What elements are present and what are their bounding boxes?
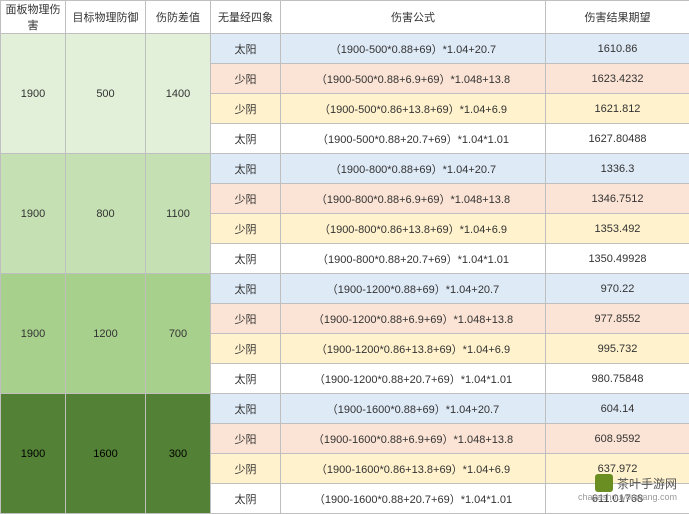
table-row: 19005001400太阳（1900-500*0.88+69）*1.04+20.… [1, 34, 689, 64]
cell-result: 1623.4232 [546, 64, 689, 94]
cell-phase: 太阴 [211, 124, 281, 154]
header-panel-damage: 面板物理伤害 [1, 1, 66, 34]
table-row: 19001200700太阳（1900-1200*0.88+69）*1.04+20… [1, 274, 689, 304]
cell-formula: （1900-800*0.88+69）*1.04+20.7 [281, 154, 546, 184]
cell-formula: （1900-1200*0.88+20.7+69）*1.04*1.01 [281, 364, 546, 394]
cell-result: 1353.492 [546, 214, 689, 244]
cell-result: 995.732 [546, 334, 689, 364]
cell-result: 970.22 [546, 274, 689, 304]
cell-formula: （1900-1200*0.88+69）*1.04+20.7 [281, 274, 546, 304]
watermark-text: 茶叶手游网 [617, 475, 677, 492]
cell-formula: （1900-500*0.88+20.7+69）*1.04*1.01 [281, 124, 546, 154]
cell-formula: （1900-1600*0.86+13.8+69）*1.04+6.9 [281, 454, 546, 484]
cell-result: 1336.3 [546, 154, 689, 184]
header-diff: 伤防差值 [146, 1, 211, 34]
cell-phase: 太阳 [211, 34, 281, 64]
cell-formula: （1900-800*0.88+20.7+69）*1.04*1.01 [281, 244, 546, 274]
cell-diff: 1400 [146, 34, 211, 154]
cell-phase: 少阳 [211, 424, 281, 454]
cell-phase: 太阳 [211, 394, 281, 424]
cell-phase: 太阴 [211, 364, 281, 394]
cell-formula: （1900-500*0.86+13.8+69）*1.04+6.9 [281, 94, 546, 124]
cell-result: 977.8552 [546, 304, 689, 334]
cell-target-defense: 1600 [66, 394, 146, 514]
cell-phase: 太阳 [211, 154, 281, 184]
cell-target-defense: 1200 [66, 274, 146, 394]
header-phase: 无量经四象 [211, 1, 281, 34]
cell-formula: （1900-1600*0.88+20.7+69）*1.04*1.01 [281, 484, 546, 514]
watermark: 茶叶手游网 [595, 474, 677, 492]
cell-diff: 700 [146, 274, 211, 394]
cell-formula: （1900-500*0.88+6.9+69）*1.048+13.8 [281, 64, 546, 94]
cell-phase: 少阳 [211, 64, 281, 94]
cell-result: 604.14 [546, 394, 689, 424]
cell-phase: 少阴 [211, 334, 281, 364]
cell-target-defense: 500 [66, 34, 146, 154]
cell-phase: 太阳 [211, 274, 281, 304]
cell-target-defense: 800 [66, 154, 146, 274]
watermark-sub: chayeshouyouwang.com [578, 492, 677, 502]
cell-formula: （1900-1200*0.86+13.8+69）*1.04+6.9 [281, 334, 546, 364]
cell-result: 1346.7512 [546, 184, 689, 214]
cell-phase: 少阳 [211, 184, 281, 214]
header-result: 伤害结果期望 [546, 1, 689, 34]
cell-result: 1350.49928 [546, 244, 689, 274]
cell-formula: （1900-500*0.88+69）*1.04+20.7 [281, 34, 546, 64]
cell-result: 1610.86 [546, 34, 689, 64]
cell-phase: 少阴 [211, 214, 281, 244]
cell-result: 1621.812 [546, 94, 689, 124]
cell-result: 1627.80488 [546, 124, 689, 154]
cell-phase: 少阴 [211, 94, 281, 124]
table-row: 19008001100太阳（1900-800*0.88+69）*1.04+20.… [1, 154, 689, 184]
cell-panel-damage: 1900 [1, 274, 66, 394]
cell-phase: 少阴 [211, 454, 281, 484]
cell-result: 608.9592 [546, 424, 689, 454]
header-target-defense: 目标物理防御 [66, 1, 146, 34]
table-body: 19005001400太阳（1900-500*0.88+69）*1.04+20.… [1, 34, 689, 514]
cell-panel-damage: 1900 [1, 154, 66, 274]
damage-table: 面板物理伤害 目标物理防御 伤防差值 无量经四象 伤害公式 伤害结果期望 190… [0, 0, 689, 514]
cell-panel-damage: 1900 [1, 394, 66, 514]
cell-diff: 1100 [146, 154, 211, 274]
cell-result: 980.75848 [546, 364, 689, 394]
cell-formula: （1900-800*0.88+6.9+69）*1.048+13.8 [281, 184, 546, 214]
cell-formula: （1900-800*0.86+13.8+69）*1.04+6.9 [281, 214, 546, 244]
header-formula: 伤害公式 [281, 1, 546, 34]
cell-phase: 少阳 [211, 304, 281, 334]
cell-phase: 太阴 [211, 244, 281, 274]
cell-formula: （1900-1600*0.88+69）*1.04+20.7 [281, 394, 546, 424]
watermark-logo-icon [595, 474, 613, 492]
table-header-row: 面板物理伤害 目标物理防御 伤防差值 无量经四象 伤害公式 伤害结果期望 [1, 1, 689, 34]
cell-formula: （1900-1600*0.88+6.9+69）*1.048+13.8 [281, 424, 546, 454]
cell-panel-damage: 1900 [1, 34, 66, 154]
cell-phase: 太阴 [211, 484, 281, 514]
cell-formula: （1900-1200*0.88+6.9+69）*1.048+13.8 [281, 304, 546, 334]
table-row: 19001600300太阳（1900-1600*0.88+69）*1.04+20… [1, 394, 689, 424]
cell-diff: 300 [146, 394, 211, 514]
